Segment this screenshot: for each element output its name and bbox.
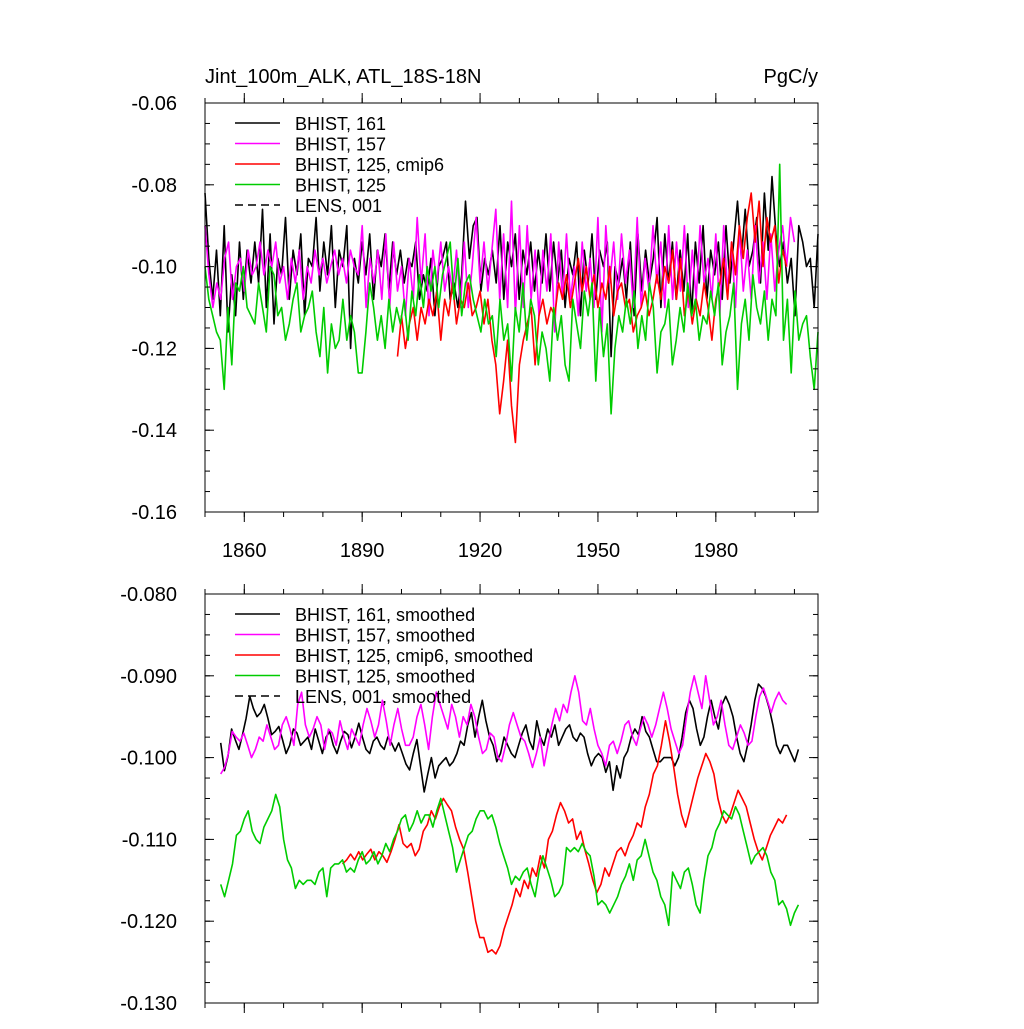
legend-label: BHIST, 125, smoothed <box>295 667 475 687</box>
y-tick-label: -0.06 <box>131 93 177 115</box>
series-line-1-3 <box>219 793 800 927</box>
y-tick-label: -0.130 <box>120 993 177 1015</box>
legend-label: BHIST, 161 <box>295 114 386 134</box>
top-panel: Jint_100m_ALK, ATL_18S-18N PgC/y -0.16-0… <box>131 66 819 562</box>
legend-label: LENS, 001, smoothed <box>295 687 471 707</box>
legend-label: LENS, 001 <box>295 196 382 216</box>
x-tick-label: 1920 <box>458 540 503 562</box>
chart-units: PgC/y <box>764 66 818 88</box>
legend-label: BHIST, 157, smoothed <box>295 626 475 646</box>
legend-label: BHIST, 157 <box>295 135 386 155</box>
y-tick-label: -0.10 <box>131 257 177 279</box>
x-tick-label: 1950 <box>576 540 621 562</box>
y-tick-label: -0.14 <box>131 420 177 442</box>
legend-label: BHIST, 125, cmip6, smoothed <box>295 646 533 666</box>
series-line-1-1 <box>220 674 788 775</box>
series-line-0-3 <box>204 163 819 415</box>
y-tick-label: -0.090 <box>120 666 177 688</box>
series-line-0-2 <box>396 192 788 444</box>
chart-title: Jint_100m_ALK, ATL_18S-18N <box>205 66 481 88</box>
series-line-0-0 <box>204 175 819 358</box>
y-tick-label: -0.12 <box>131 338 177 360</box>
y-tick-label: -0.16 <box>131 502 177 524</box>
series-line-1-2 <box>341 719 788 955</box>
bottom-series-group <box>219 674 800 955</box>
top-series-group <box>204 163 819 444</box>
bottom-axes-group: -0.130 -0.120 -0.110 -0.100 -0.090 -0.080 <box>120 584 819 1015</box>
bottom-panel: -0.130 -0.120 -0.110 -0.100 -0.090 -0.080 BHI… <box>120 584 819 1015</box>
y-tick-label: -0.080 <box>120 584 177 606</box>
legend-label: BHIST, 125 <box>295 176 386 196</box>
y-tick-label: -0.120 <box>120 911 177 933</box>
y-tick-label: -0.100 <box>120 748 177 770</box>
x-tick-label: 1980 <box>694 540 739 562</box>
legend-label: BHIST, 161, smoothed <box>295 605 475 625</box>
y-tick-label: -0.110 <box>122 829 177 851</box>
top-axes-group: -0.16 -0.14 -0.12 -0.10 -0.08 -0.06 1860 1890 19… <box>131 93 819 562</box>
series-line-1-0 <box>219 683 800 793</box>
legend-label: BHIST, 125, cmip6 <box>295 155 444 175</box>
x-tick-label: 1890 <box>340 540 385 562</box>
x-tick-label: 1860 <box>222 540 267 562</box>
y-tick-label: -0.08 <box>131 175 177 197</box>
